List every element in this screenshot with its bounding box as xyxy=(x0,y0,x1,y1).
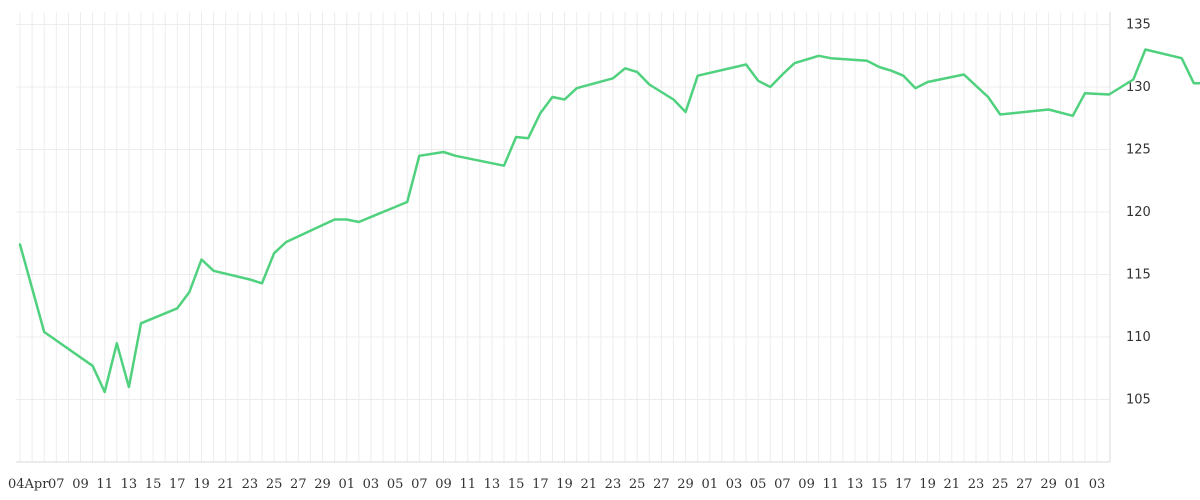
x-tick-label: 09 xyxy=(72,477,89,492)
x-tick-label: 21 xyxy=(580,477,597,492)
x-tick-label: 23 xyxy=(242,477,259,492)
x-tick-label: 15 xyxy=(508,477,525,492)
x-tick-label: 27 xyxy=(653,477,670,492)
x-tick-label: 23 xyxy=(605,477,622,492)
x-tick-label: 21 xyxy=(217,477,234,492)
x-tick-label: 19 xyxy=(193,477,210,492)
x-tick-label: 01 xyxy=(1065,477,1082,492)
x-tick-label: 17 xyxy=(895,477,912,492)
y-tick-label: 105 xyxy=(1126,393,1151,408)
x-tick-label: 25 xyxy=(266,477,283,492)
x-tick-label: 19 xyxy=(919,477,936,492)
x-tick-label: 03 xyxy=(726,477,743,492)
x-tick-label: 13 xyxy=(121,477,138,492)
x-tick-label: 01 xyxy=(701,477,718,492)
x-tick-label: 11 xyxy=(823,477,840,492)
y-tick-label: 110 xyxy=(1126,330,1151,345)
x-tick-label: 09 xyxy=(435,477,452,492)
x-tick-label: 01 xyxy=(338,477,355,492)
x-tick-label: 23 xyxy=(968,477,985,492)
x-tick-label: 27 xyxy=(1016,477,1033,492)
x-tick-label: 03 xyxy=(1089,477,1106,492)
x-tick-label: 25 xyxy=(629,477,646,492)
x-tick-label: 19 xyxy=(556,477,573,492)
y-tick-label: 135 xyxy=(1126,18,1151,33)
x-tick-label: 07 xyxy=(411,477,428,492)
x-tick-label: 29 xyxy=(677,477,694,492)
x-tick-label: 05 xyxy=(387,477,404,492)
x-tick-label: 03 xyxy=(363,477,380,492)
x-tick-label: 05 xyxy=(750,477,767,492)
series-line xyxy=(18,48,1200,394)
x-tick-label: 27 xyxy=(290,477,307,492)
x-tick-label: 25 xyxy=(992,477,1009,492)
x-tick-label: 13 xyxy=(847,477,864,492)
x-tick-label: 09 xyxy=(798,477,815,492)
y-tick-label: 130 xyxy=(1126,80,1151,95)
x-tick-label: 11 xyxy=(96,477,113,492)
x-tick-label: 04Apr xyxy=(8,477,49,492)
x-tick-label: 15 xyxy=(145,477,162,492)
y-tick-label: 120 xyxy=(1126,205,1151,220)
x-tick-label: 07 xyxy=(774,477,791,492)
x-tick-label: 15 xyxy=(871,477,888,492)
x-tick-label: 13 xyxy=(484,477,501,492)
x-tick-label: 29 xyxy=(314,477,331,492)
x-tick-label: 07 xyxy=(48,477,65,492)
x-tick-label: 11 xyxy=(459,477,476,492)
y-tick-label: 115 xyxy=(1126,268,1151,283)
y-tick-label: 125 xyxy=(1126,143,1151,158)
x-tick-label: 17 xyxy=(169,477,186,492)
x-tick-label: 17 xyxy=(532,477,549,492)
x-tick-label: 29 xyxy=(1040,477,1057,492)
x-tick-label: 21 xyxy=(944,477,961,492)
